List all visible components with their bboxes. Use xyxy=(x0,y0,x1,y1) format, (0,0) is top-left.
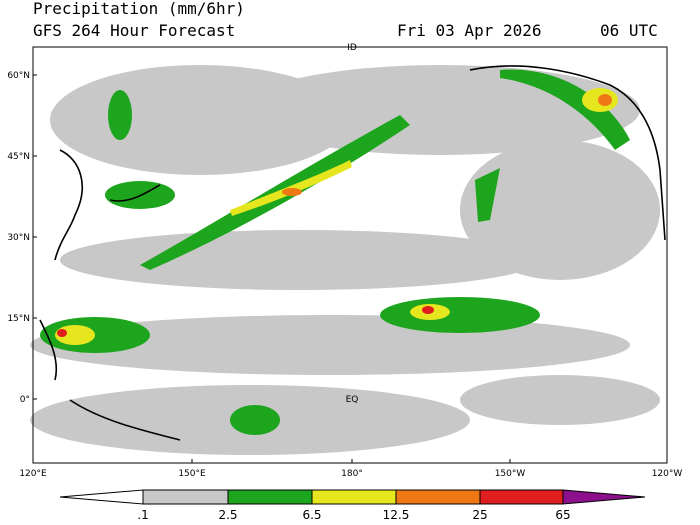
date: Fri 03 Apr 2026 xyxy=(397,21,542,40)
lon-label: 150°E xyxy=(178,469,206,479)
precip-area xyxy=(460,140,660,280)
colorbar-label: .1 xyxy=(137,508,148,522)
lat-label: 0° xyxy=(20,395,30,405)
precip-core xyxy=(422,306,434,314)
coastline xyxy=(39,319,181,441)
colorbar-segment xyxy=(479,489,564,505)
precip-band xyxy=(108,90,132,140)
colorbar-segment xyxy=(142,489,229,505)
equator-label: EQ xyxy=(346,395,359,405)
coastline xyxy=(469,65,666,241)
colorbar-label: 6.5 xyxy=(302,508,321,522)
lat-label: 30°N xyxy=(7,233,30,243)
colorbar-segment xyxy=(562,489,646,505)
coastline xyxy=(54,149,83,261)
precip-core xyxy=(282,188,302,196)
colorbar-segment xyxy=(395,489,481,505)
lon-label: 120°W xyxy=(652,469,683,479)
precip-area xyxy=(460,375,660,425)
colorbar: .1 2.5 6.5 12.5 25 65 xyxy=(59,489,646,522)
precip-band xyxy=(380,297,540,333)
lat-label: 45°N xyxy=(7,152,30,162)
subtitle: GFS 264 Hour Forecast xyxy=(33,21,235,40)
axes: 60°N 45°N 30°N 15°N 0° 120°E 150°E 180° 150°W 120… xyxy=(7,71,682,479)
lat-label: 15°N xyxy=(7,314,30,324)
precip-core xyxy=(57,329,67,337)
colorbar-segment xyxy=(227,489,313,505)
colorbar-label: 65 xyxy=(555,508,570,522)
precip-band xyxy=(475,168,500,222)
dateline-label: ID xyxy=(347,43,357,53)
lat-label: 60°N xyxy=(7,71,30,81)
coastline xyxy=(109,184,161,202)
map-area xyxy=(30,46,668,464)
time: 06 UTC xyxy=(600,21,658,40)
colorbar-segment xyxy=(59,489,144,505)
precip-core xyxy=(598,94,612,106)
colorbar-label: 12.5 xyxy=(383,508,410,522)
lon-label: 150°W xyxy=(495,469,526,479)
precip-area xyxy=(60,230,540,290)
lon-label: 120°E xyxy=(19,469,47,479)
colorbar-label: 25 xyxy=(472,508,487,522)
lon-label: 180° xyxy=(341,469,363,479)
precip-band xyxy=(230,405,280,435)
map-frame xyxy=(32,46,668,464)
colorbar-segment xyxy=(311,489,397,505)
precip-core xyxy=(230,160,352,216)
title: Precipitation (mm/6hr) xyxy=(33,0,245,18)
colorbar-label: 2.5 xyxy=(218,508,237,522)
